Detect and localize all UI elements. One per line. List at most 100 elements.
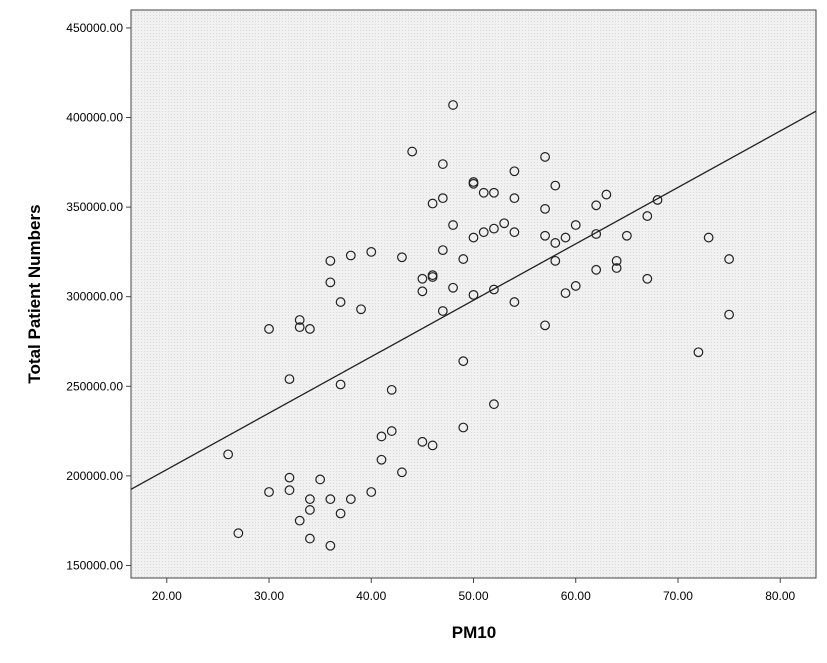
data-point bbox=[386, 426, 397, 436]
data-point bbox=[550, 238, 561, 248]
x-tick-label: 80.00 bbox=[765, 589, 795, 603]
data-point bbox=[437, 306, 448, 316]
data-point bbox=[724, 254, 734, 264]
x-tick-label: 30.00 bbox=[254, 589, 284, 603]
data-point bbox=[397, 252, 407, 263]
data-point bbox=[448, 282, 458, 293]
data-point bbox=[509, 193, 520, 204]
data-point bbox=[540, 320, 550, 331]
x-axis: 20.00 30.00 40.00 50.00 60.00 70.00 80.00 bbox=[152, 578, 796, 603]
data-point bbox=[591, 229, 602, 239]
data-point bbox=[284, 374, 295, 385]
data-point bbox=[478, 187, 489, 198]
data-point bbox=[427, 270, 438, 281]
data-point bbox=[325, 277, 336, 288]
data-point bbox=[366, 487, 377, 497]
data-point bbox=[264, 487, 274, 497]
data-point bbox=[437, 245, 448, 256]
y-axis-title: Total Patient Numbers bbox=[25, 204, 44, 383]
data-point bbox=[642, 273, 653, 284]
data-point bbox=[591, 200, 602, 211]
data-point bbox=[335, 379, 346, 390]
data-point bbox=[458, 422, 469, 433]
data-point bbox=[478, 227, 489, 238]
data-point bbox=[509, 297, 520, 307]
data-point bbox=[458, 254, 469, 264]
y-axis: 150000.00 200000.00 250000.00 300000.00 3500… bbox=[66, 21, 131, 572]
data-point bbox=[305, 324, 315, 334]
data-point bbox=[417, 286, 428, 297]
data-point bbox=[448, 220, 458, 230]
data-point bbox=[509, 166, 520, 177]
data-point bbox=[642, 211, 653, 221]
data-points bbox=[223, 100, 734, 551]
plot-area bbox=[130, 9, 817, 579]
data-point bbox=[611, 255, 622, 266]
data-point bbox=[509, 227, 520, 238]
data-point bbox=[550, 180, 561, 191]
data-point bbox=[540, 230, 550, 241]
data-point bbox=[294, 315, 305, 325]
data-point bbox=[325, 540, 336, 551]
data-point bbox=[284, 485, 295, 496]
data-point bbox=[724, 309, 734, 320]
data-point bbox=[591, 264, 602, 275]
y-tick-label: 300000.00 bbox=[66, 290, 123, 304]
data-point bbox=[427, 440, 438, 451]
data-point bbox=[233, 528, 244, 539]
data-point bbox=[325, 255, 336, 266]
data-point bbox=[560, 232, 571, 243]
data-point bbox=[335, 508, 346, 519]
data-point bbox=[550, 255, 561, 266]
data-point bbox=[407, 146, 418, 157]
data-point bbox=[417, 436, 428, 447]
data-point bbox=[570, 220, 581, 230]
data-point bbox=[305, 505, 315, 515]
data-point bbox=[489, 187, 499, 198]
data-point bbox=[611, 263, 622, 273]
x-axis-title: PM10 bbox=[452, 623, 496, 642]
data-point bbox=[294, 515, 305, 526]
data-point bbox=[458, 356, 469, 367]
data-point bbox=[489, 223, 499, 234]
x-tick-label: 50.00 bbox=[458, 589, 488, 603]
data-point bbox=[376, 454, 387, 465]
fit-line bbox=[130, 110, 817, 490]
data-point bbox=[386, 384, 397, 395]
data-point bbox=[693, 347, 704, 358]
x-tick-label: 60.00 bbox=[561, 589, 591, 603]
data-point bbox=[345, 494, 356, 505]
data-point bbox=[284, 472, 295, 483]
data-point bbox=[448, 100, 458, 110]
data-point bbox=[264, 324, 274, 334]
data-point bbox=[223, 449, 234, 460]
data-point bbox=[489, 399, 499, 410]
x-tick-label: 70.00 bbox=[663, 589, 693, 603]
y-tick-label: 200000.00 bbox=[66, 469, 123, 483]
data-point bbox=[540, 152, 550, 162]
data-point bbox=[570, 281, 581, 291]
data-point bbox=[489, 284, 499, 295]
data-point bbox=[417, 273, 428, 284]
data-point bbox=[601, 189, 612, 200]
data-point bbox=[305, 533, 315, 544]
data-point bbox=[294, 322, 305, 333]
x-tick-label: 20.00 bbox=[152, 589, 182, 603]
data-point bbox=[468, 232, 479, 243]
x-tick-label: 40.00 bbox=[356, 589, 386, 603]
y-tick-label: 350000.00 bbox=[66, 200, 123, 214]
data-point bbox=[305, 494, 315, 505]
data-point bbox=[325, 494, 336, 505]
data-point bbox=[468, 177, 479, 187]
data-point bbox=[356, 304, 366, 315]
y-tick-label: 450000.00 bbox=[66, 21, 123, 35]
data-point bbox=[703, 232, 714, 243]
data-point bbox=[499, 218, 510, 229]
data-point bbox=[376, 431, 387, 442]
data-point bbox=[621, 230, 632, 241]
data-point bbox=[335, 297, 346, 307]
data-point bbox=[315, 474, 326, 485]
data-point bbox=[468, 289, 479, 300]
data-point bbox=[437, 193, 448, 204]
